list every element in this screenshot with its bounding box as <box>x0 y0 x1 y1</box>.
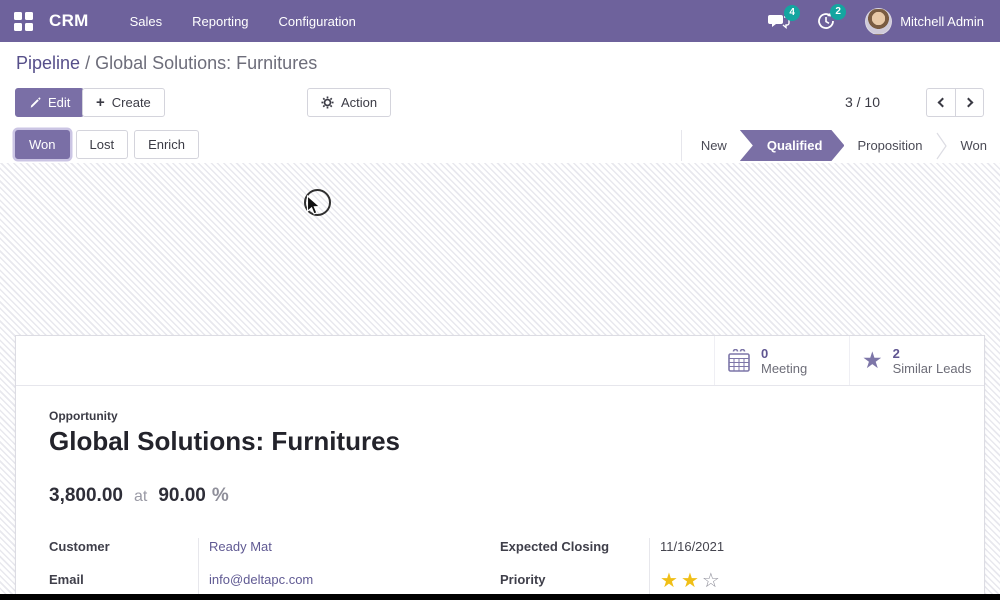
plus-icon: + <box>96 94 105 111</box>
stage-statusbar: New Qualified Proposition Won <box>680 130 1000 161</box>
button-box: 0 Meeting ★ 2 Similar Leads <box>16 336 984 386</box>
breadcrumb: Pipeline / Global Solutions: Furnitures <box>16 53 317 74</box>
create-button-label: Create <box>111 95 151 110</box>
menu-reporting[interactable]: Reporting <box>192 13 249 29</box>
meeting-count: 0 <box>761 345 769 361</box>
action-button-label: Action <box>341 95 378 110</box>
stage-new[interactable]: New <box>700 138 727 153</box>
customer-label: Customer <box>49 539 110 554</box>
probability-value: 90.00 <box>158 485 206 506</box>
priority-label: Priority <box>500 572 546 587</box>
stage-qualified-active[interactable]: Qualified <box>740 130 845 161</box>
pager <box>926 88 984 117</box>
pager-previous-button[interactable] <box>926 88 955 117</box>
stage-separator-chevron-icon <box>936 132 947 159</box>
messages-badge: 4 <box>784 5 801 21</box>
meeting-label: Meeting <box>761 360 808 376</box>
control-panel: Edit + Create Action 3 / 10 <box>0 88 1000 118</box>
navbar-right: 4 2 Mitchell Admin <box>755 4 1000 37</box>
app-name[interactable]: CRM <box>49 11 89 30</box>
right-field-group: Expected Closing 11/16/2021 Priority ★★☆… <box>500 536 951 600</box>
top-navbar: CRM Sales Reporting Configuration 4 2 <box>0 0 1000 42</box>
menu-configuration[interactable]: Configuration <box>278 13 356 29</box>
star-icon: ★ <box>862 347 883 373</box>
opportunity-title: Global Solutions: Furnitures <box>49 426 400 456</box>
calendar-icon <box>728 348 750 372</box>
expected-closing-label: Expected Closing <box>500 539 610 554</box>
record-type-label: Opportunity <box>49 409 118 423</box>
chevron-left-icon <box>937 97 948 108</box>
click-highlight-circle <box>304 189 331 216</box>
status-buttons: Won Lost Enrich <box>15 130 199 159</box>
chevron-right-icon <box>963 97 973 108</box>
activities-badge: 2 <box>830 4 847 20</box>
form-sheet: Opportunity Global Solutions: Furnitures… <box>16 386 984 600</box>
expected-closing-row: Expected Closing 11/16/2021 <box>500 536 951 569</box>
stage-won[interactable]: Won <box>960 138 988 153</box>
apps-menu-icon[interactable] <box>14 11 33 31</box>
similar-leads-label: Similar Leads <box>892 360 972 376</box>
breadcrumb-pipeline-link[interactable]: Pipeline <box>16 53 81 73</box>
lost-button[interactable]: Lost <box>75 130 129 159</box>
email-label: Email <box>49 572 84 587</box>
action-button[interactable]: Action <box>307 88 392 117</box>
menu-sales[interactable]: Sales <box>129 13 163 29</box>
similar-leads-count: 2 <box>892 345 900 361</box>
create-button[interactable]: + Create <box>82 88 165 117</box>
enrich-button[interactable]: Enrich <box>134 130 199 159</box>
breadcrumb-separator: / <box>85 53 91 73</box>
percent-sign: % <box>211 485 229 506</box>
similar-leads-stat-button[interactable]: ★ 2 Similar Leads <box>849 336 984 385</box>
left-field-group: Customer Ready Mat Email info@deltapc.co… <box>49 536 500 600</box>
mouse-cursor-icon <box>306 195 321 215</box>
field-groups: Customer Ready Mat Email info@deltapc.co… <box>49 536 951 600</box>
main-menu: Sales Reporting Configuration <box>115 2 371 41</box>
breadcrumb-current: Global Solutions: Furnitures <box>95 53 318 73</box>
meeting-stat-text: 0 Meeting <box>761 346 807 376</box>
priority-star-filled-icon[interactable]: ★ <box>660 570 681 592</box>
edit-button-label: Edit <box>48 95 71 110</box>
priority-star-filled-icon[interactable]: ★ <box>680 570 702 592</box>
customer-row: Customer Ready Mat <box>49 536 500 569</box>
user-name[interactable]: Mitchell Admin <box>900 13 984 29</box>
email-row: Email info@deltapc.com <box>49 569 500 600</box>
recording-frame-bottom-edge <box>0 594 1000 600</box>
email-value-link[interactable]: info@deltapc.com <box>209 572 314 587</box>
priority-stars[interactable]: ★★☆ <box>660 571 723 591</box>
expected-revenue-value: 3,800.00 <box>49 485 123 506</box>
stage-proposition[interactable]: Proposition <box>857 138 923 153</box>
revenue-line: 3,800.00 at 90.00 % <box>49 485 951 507</box>
page-background: 0 Meeting ★ 2 Similar Leads Opportunity … <box>0 163 1000 600</box>
messages-button[interactable]: 4 <box>755 5 803 36</box>
user-avatar[interactable] <box>865 7 893 35</box>
status-row: Won Lost Enrich New Qualified Propositio… <box>0 130 1000 163</box>
priority-row: Priority ★★☆ <box>500 569 951 600</box>
gear-icon <box>321 96 334 109</box>
pencil-icon <box>30 97 41 108</box>
won-button[interactable]: Won <box>15 130 70 159</box>
similar-leads-stat-text: 2 Similar Leads <box>893 346 972 376</box>
pager-counter: 3 / 10 <box>844 94 880 110</box>
edit-button[interactable]: Edit <box>15 88 85 117</box>
expected-closing-value[interactable]: 11/16/2021 <box>660 539 725 554</box>
pager-next-button[interactable] <box>955 88 984 117</box>
at-label: at <box>133 488 148 505</box>
opportunity-form-card: 0 Meeting ★ 2 Similar Leads Opportunity … <box>15 335 985 600</box>
customer-value-link[interactable]: Ready Mat <box>209 539 272 554</box>
activities-button[interactable]: 2 <box>803 4 849 37</box>
priority-star-empty-icon[interactable]: ☆ <box>701 570 723 592</box>
meeting-stat-button[interactable]: 0 Meeting <box>714 336 849 385</box>
